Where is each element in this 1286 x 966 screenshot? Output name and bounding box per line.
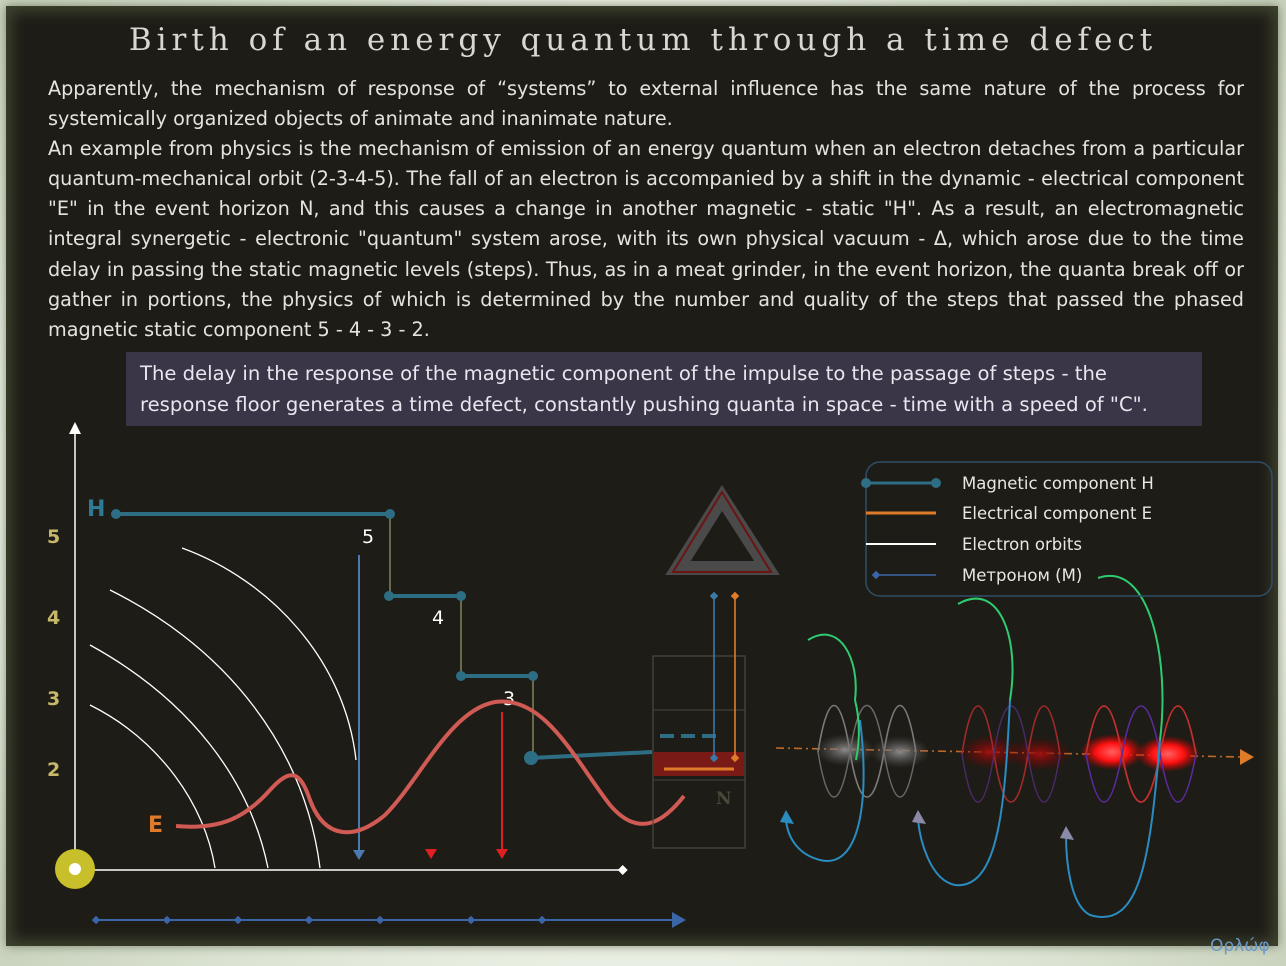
intro-paragraph-1: Apparently, the mechanism of response of… [48, 77, 1244, 131]
propagation-arrow-head [1240, 749, 1254, 765]
drop-arrow-4-head [425, 849, 437, 859]
step-label-5: 5 [362, 526, 374, 548]
magnetic-indicator-bottom [709, 753, 719, 763]
step-label-4: 4 [432, 607, 444, 629]
level-label-5: 5 [47, 526, 60, 548]
delta-vacuum-icon [665, 484, 780, 575]
x-axis-end-marker [617, 865, 628, 875]
staircase-nodes [111, 509, 538, 765]
level-label-4: 4 [47, 607, 60, 629]
legend-item-electrical: Electrical component E [866, 504, 1152, 523]
delta-vacuum-icon-glow [671, 490, 773, 573]
slide-title: Birth of an energy quantum through a tim… [128, 22, 1158, 58]
legend-label-metronome: Метроном (M) [962, 566, 1082, 585]
legend-item-metronome: Метроном (M) [871, 566, 1082, 585]
electron-orbit-4 [89, 704, 216, 869]
electric-indicator-bottom [730, 753, 740, 763]
legend-box [865, 461, 1273, 597]
callout-box: The delay in the response of the magneti… [126, 352, 1202, 426]
quantum-packet-3 [1060, 574, 1200, 918]
staircase-risers [389, 514, 534, 758]
electric-component-curve [175, 699, 686, 835]
intro-paragraph-2: An example from physics is the mechanism… [48, 137, 1244, 341]
quantum-packet-2 [912, 597, 1072, 887]
label-H: H [87, 497, 105, 522]
metronome-arrow-head [672, 912, 686, 928]
event-horizon-box [652, 655, 746, 849]
drop-arrow-5-head [353, 850, 365, 860]
quantum-packet-1 [780, 633, 930, 862]
electron-orbit-1 [89, 644, 269, 869]
event-horizon-band [654, 752, 744, 776]
label-N: N [716, 789, 732, 809]
drop-arrow-3-head [496, 849, 508, 859]
electron-orbit-2 [109, 589, 321, 869]
step-label-3: 3 [503, 688, 515, 710]
legend-label-magnetic: Magnetic component H [962, 474, 1154, 493]
magnetic-staircase [116, 512, 653, 760]
electron-orbit-3 [181, 547, 357, 761]
legend-item-magnetic: Magnetic component H [861, 474, 1154, 493]
legend-item-orbits: Electron orbits [866, 535, 1082, 554]
magnetic-indicator-top [709, 591, 719, 601]
level-label-3: 3 [47, 688, 60, 710]
level-label-2: 2 [47, 759, 60, 781]
intro-text: Apparently, the mechanism of response of… [48, 74, 1244, 345]
label-E: E [148, 813, 163, 838]
origin-electron-core [69, 863, 81, 875]
legend-label-electrical: Electrical component E [962, 504, 1152, 523]
dark-slide-panel [6, 6, 1278, 946]
author-signature: Ορλώφ [1210, 936, 1270, 956]
legend-label-orbits: Electron orbits [962, 535, 1082, 554]
electric-indicator-top [730, 591, 740, 601]
callout-text: The delay in the response of the magneti… [140, 362, 1148, 416]
